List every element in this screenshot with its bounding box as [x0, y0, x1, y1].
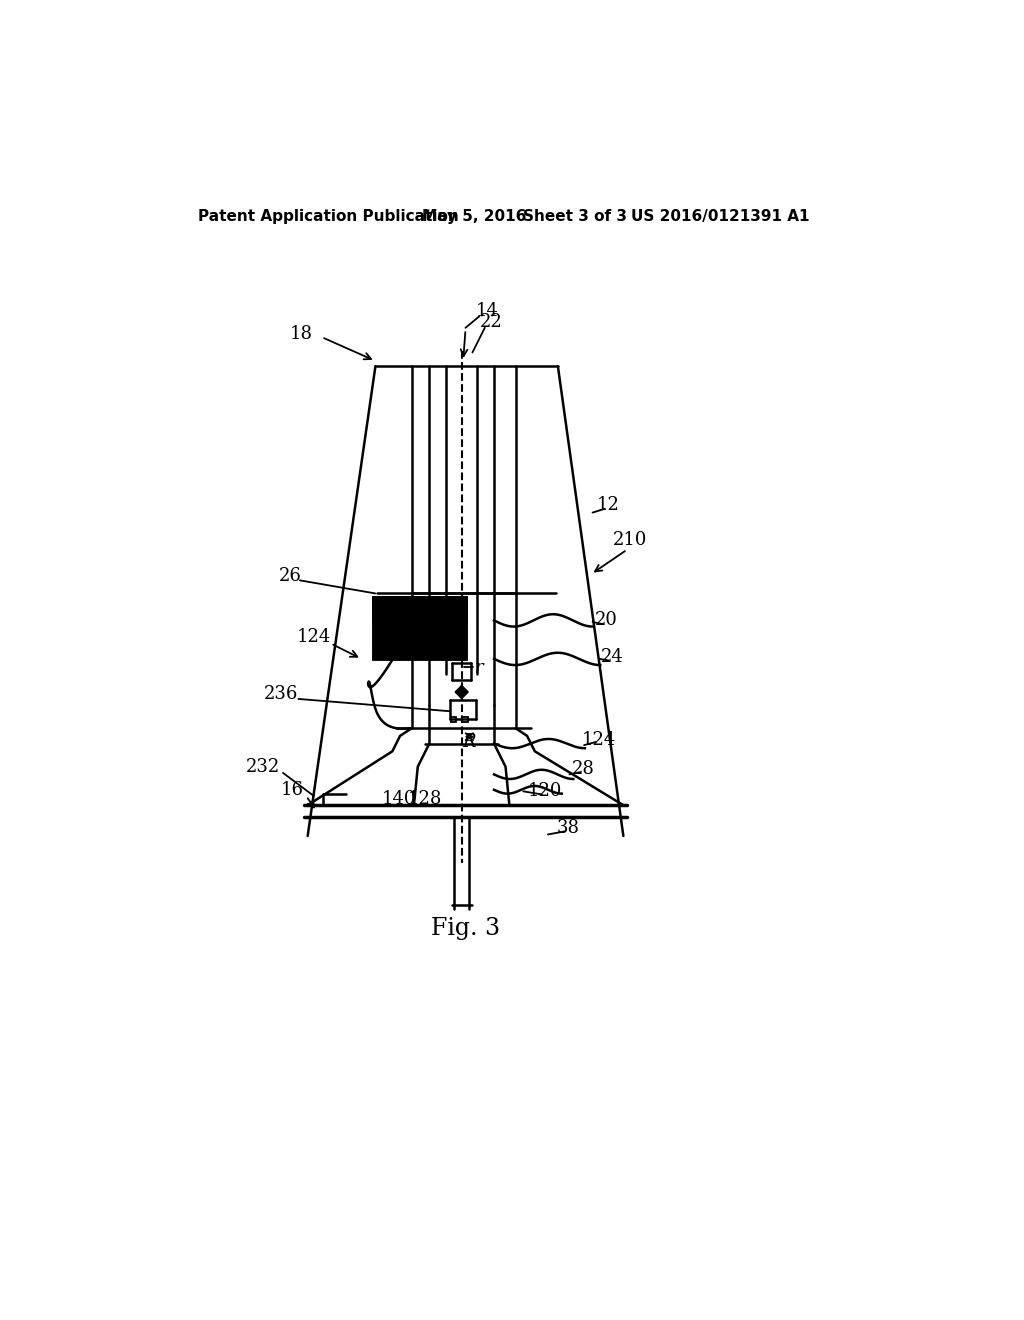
Text: 124: 124: [297, 628, 331, 647]
Text: 20: 20: [595, 611, 617, 630]
Text: r: r: [474, 659, 483, 677]
Text: 124: 124: [582, 731, 615, 748]
Text: 16: 16: [281, 781, 304, 799]
Text: 22: 22: [479, 313, 503, 331]
Bar: [451, 717, 457, 722]
Bar: [463, 717, 468, 722]
Text: 210: 210: [612, 531, 647, 549]
Text: 28: 28: [571, 760, 595, 777]
Text: 12: 12: [597, 496, 620, 513]
Text: US 2016/0121391 A1: US 2016/0121391 A1: [631, 209, 810, 223]
Text: 120: 120: [527, 783, 562, 800]
Text: Patent Application Publication: Patent Application Publication: [199, 209, 459, 223]
Text: 236: 236: [263, 685, 298, 704]
Text: R: R: [463, 733, 476, 751]
Text: 18: 18: [290, 325, 313, 343]
Polygon shape: [456, 686, 468, 698]
Text: Fig. 3: Fig. 3: [431, 917, 500, 940]
Text: 128: 128: [408, 791, 442, 808]
Text: 26: 26: [280, 566, 302, 585]
Text: Sheet 3 of 3: Sheet 3 of 3: [523, 209, 628, 223]
Text: 38: 38: [556, 820, 580, 837]
Text: 140: 140: [381, 791, 416, 808]
Text: May 5, 2016: May 5, 2016: [422, 209, 526, 223]
Text: 24: 24: [600, 648, 624, 667]
Text: 232: 232: [246, 758, 281, 776]
Text: 14: 14: [475, 302, 499, 319]
